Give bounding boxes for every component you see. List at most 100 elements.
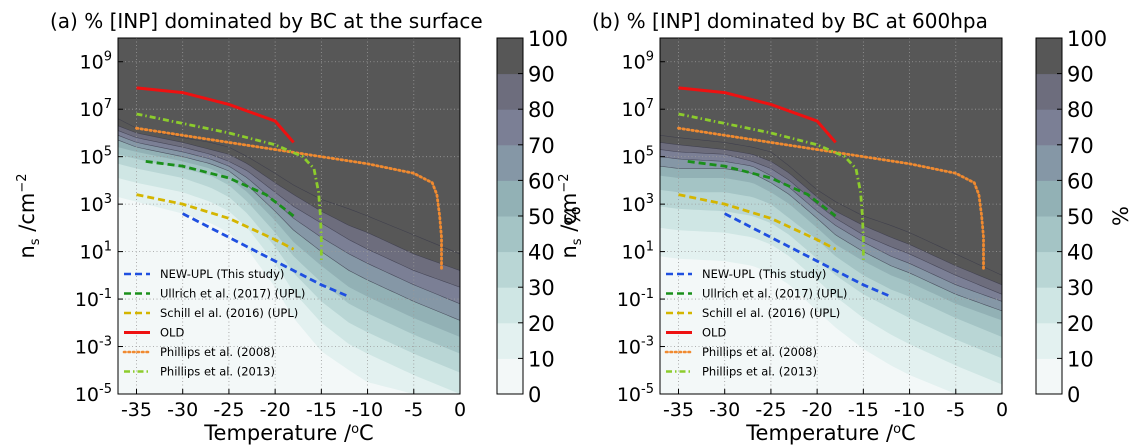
x-tick-label: -35 xyxy=(121,399,152,421)
y-tick-label: 105 xyxy=(622,145,654,169)
x-axis-label: Temperature /oC xyxy=(203,421,373,445)
legend-label: Ullrich et al. (2017) (UPL) xyxy=(702,287,847,301)
chart-title: (a) % [INP] dominated by BC at the surfa… xyxy=(50,9,483,33)
x-tick-label: -35 xyxy=(663,399,694,421)
legend: NEW-UPL (This study) Ullrich et al. (2017… xyxy=(664,267,847,379)
y-tick-base: 10 xyxy=(75,384,99,406)
colorbar-tick-label: 70 xyxy=(528,134,555,158)
colorbar-segment xyxy=(1036,216,1062,253)
series-line-3 xyxy=(678,86,837,144)
colorbar-segment xyxy=(497,251,523,288)
colorbar-segment xyxy=(1036,358,1062,395)
y-tick-base: 10 xyxy=(80,242,104,264)
contour-line-100 xyxy=(660,135,1002,276)
y-tick-base: 10 xyxy=(617,384,641,406)
legend-label: Ullrich et al. (2017) (UPL) xyxy=(160,287,305,301)
colorbar-tick-label: 100 xyxy=(1067,27,1107,51)
y-tick-label: 10-5 xyxy=(75,382,112,406)
y-tick-exponent: -3 xyxy=(99,335,112,350)
y-tick-exponent: -5 xyxy=(99,382,112,397)
contour-line-90 xyxy=(660,142,1002,286)
colorbar-tick-label: 50 xyxy=(528,205,555,229)
colorbar-segment xyxy=(497,109,523,146)
colorbar-segment xyxy=(497,287,523,324)
legend: NEW-UPL (This study) Ullrich et al. (2017… xyxy=(122,267,305,379)
x-tick-label: -30 xyxy=(709,399,740,421)
colorbar-tick-label: 30 xyxy=(1067,276,1094,300)
y-tick-exponent: 3 xyxy=(104,192,112,207)
y-tick-label: 103 xyxy=(80,192,112,216)
y-tick-label: 101 xyxy=(80,240,112,264)
series-line-4 xyxy=(677,126,985,270)
colorbar-tick-label: 10 xyxy=(1067,347,1094,371)
plot-frame xyxy=(117,37,461,395)
y-tick-exponent: -1 xyxy=(641,287,654,302)
x-tick-label: 0 xyxy=(996,399,1008,421)
series-line-1 xyxy=(687,160,837,218)
series-line-4 xyxy=(135,126,443,270)
y-tick-exponent: 1 xyxy=(646,240,654,255)
series-line-0 xyxy=(724,212,892,298)
contour-line-60 xyxy=(118,139,460,321)
legend-label: Phillips et al. (2008) xyxy=(702,345,817,359)
colorbar-tick-label: 50 xyxy=(1067,205,1094,229)
x-tick-label: -10 xyxy=(352,399,383,421)
colorbar-tick-label: 100 xyxy=(528,27,568,51)
colorbar-segment xyxy=(497,180,523,217)
contour-line-90 xyxy=(118,125,460,271)
y-tick-base: 10 xyxy=(617,289,641,311)
colorbar-tick-label: 70 xyxy=(1067,134,1094,158)
colorbar-segment xyxy=(1036,251,1062,288)
y-tick-base: 10 xyxy=(622,147,646,169)
series-line-1 xyxy=(145,160,295,218)
y-tick-label: 107 xyxy=(622,97,654,121)
y-tick-base: 10 xyxy=(75,289,99,311)
y-tick-base: 10 xyxy=(622,242,646,264)
y-tick-label: 109 xyxy=(622,50,654,74)
contour-line-80 xyxy=(660,149,1002,295)
legend-label: OLD xyxy=(702,326,726,340)
colorbar-segment xyxy=(1036,144,1062,181)
x-axis-label: Temperature /oC xyxy=(745,421,915,445)
y-axis-label: ns /cm−2 xyxy=(15,173,43,258)
y-tick-base: 10 xyxy=(80,147,104,169)
colorbar-segment xyxy=(497,322,523,359)
y-tick-base: 10 xyxy=(80,194,104,216)
contour-line-70 xyxy=(660,156,1002,302)
chart-b: (b) % [INP] dominated by BC at 600hpa-35… xyxy=(557,9,1133,445)
colorbar-tick-label: 40 xyxy=(528,241,555,265)
y-tick-label: 103 xyxy=(622,192,654,216)
contour-line-70 xyxy=(118,135,460,305)
colorbar-segment xyxy=(1036,73,1062,110)
plot-frame xyxy=(659,37,1003,395)
y-tick-base: 10 xyxy=(80,99,104,121)
series-line-3 xyxy=(136,86,295,144)
colorbar-tick-label: 80 xyxy=(528,98,555,122)
x-tick-label: -20 xyxy=(260,399,291,421)
legend-label: Schill el al. (2016) (UPL) xyxy=(702,306,840,320)
y-tick-base: 10 xyxy=(622,52,646,74)
colorbar-segment xyxy=(1036,109,1062,146)
colorbar-tick-label: 80 xyxy=(1067,98,1094,122)
y-tick-label: 101 xyxy=(622,240,654,264)
colorbar-tick-label: 10 xyxy=(528,347,555,371)
y-tick-exponent: 5 xyxy=(646,145,654,160)
series-lines xyxy=(677,86,985,298)
x-tick-label: -30 xyxy=(167,399,198,421)
contour-band-100 xyxy=(118,38,460,254)
y-tick-label: 10-5 xyxy=(617,382,654,406)
legend-label: Phillips et al. (2013) xyxy=(160,365,275,379)
x-tick-label: -5 xyxy=(404,399,423,421)
colorbar-tick-label: 60 xyxy=(528,169,555,193)
series-line-0 xyxy=(182,212,350,298)
y-tick-label: 10-1 xyxy=(75,287,112,311)
colorbar-tick-label: 20 xyxy=(1067,312,1094,336)
colorbar-tick-label: 30 xyxy=(528,276,555,300)
colorbar-label: % xyxy=(561,206,585,226)
colorbar-segment xyxy=(1036,180,1062,217)
colorbar-segment xyxy=(1036,287,1062,324)
y-tick-label: 107 xyxy=(80,97,112,121)
y-tick-exponent: 7 xyxy=(646,97,654,112)
